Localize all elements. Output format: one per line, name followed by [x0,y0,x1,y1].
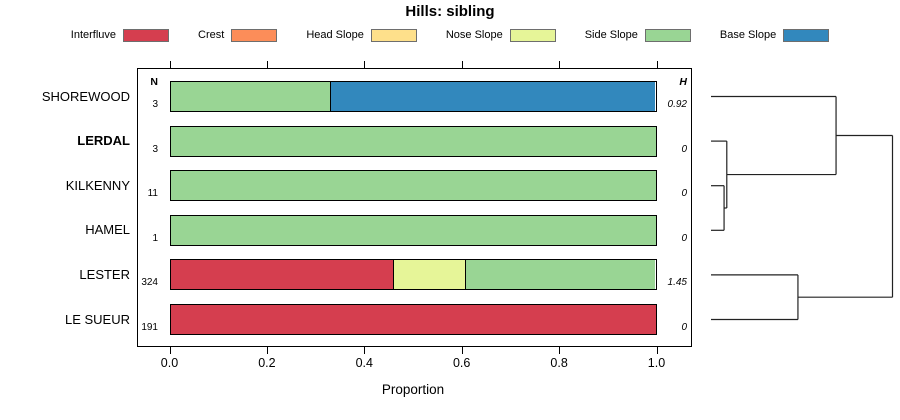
x-axis-top-tick [266,61,268,68]
legend-swatch [231,28,278,42]
h-value: 1.45 [667,277,687,289]
stacked-bar [169,170,657,202]
legend: Interfluve Crest Head Slope Nose Slope Side … [0,25,900,45]
bar-segment-side-slope [170,82,331,111]
stacked-bar [169,81,657,112]
x-axis-top-tick [559,61,561,68]
plot-area [137,68,692,347]
bar-segment-side-slope [170,171,656,201]
chart-title: Hills: sibling [405,3,495,20]
x-axis-tick-label: 0.4 [355,356,373,370]
h-value: 0 [681,232,687,244]
x-axis-tick [656,347,658,354]
x-axis-tick [461,347,463,354]
x-axis-tick-label: 1.0 [647,356,666,370]
bar-segment-interfluve [170,260,394,290]
x-axis-top-tick [461,61,463,68]
legend-swatch [123,28,170,42]
x-axis-label: Proportion [381,382,445,397]
row-label-hamel: HAMEL [85,222,130,238]
bar-segment-side-slope [170,126,656,156]
row-label-lerdal: LERDAL [77,133,130,149]
x-axis-tick-label: 0.8 [550,356,568,370]
legend-label: Head Slope [306,29,364,41]
legend-item-interfluve: Interfluve [70,28,170,42]
legend-label: Nose Slope [445,29,503,41]
x-axis-tick [266,347,268,354]
x-axis-top-tick [364,61,366,68]
row-label-le-sueur: LE SUEUR [64,311,130,327]
n-value: 11 [147,188,158,200]
legend-swatch [644,28,691,42]
n-value: 1 [152,232,158,244]
h-value: 0 [681,143,687,155]
legend-swatch [509,28,556,42]
x-axis-tick-label: 0.0 [160,356,179,370]
x-axis-tick-label: 0.6 [452,356,471,370]
stacked-bar [169,214,657,246]
n-value: 3 [152,143,158,155]
row-label-shorewood: SHOREWOOD [41,88,130,104]
legend-label: Side Slope [584,29,638,41]
bar-segment-interfluve [170,305,656,334]
row-label-kilkenny: KILKENNY [65,177,130,193]
bar-segment-base-slope [330,82,656,111]
x-axis-tick-label: 0.2 [258,356,276,370]
n-value: 191 [141,322,158,333]
h-value: 0 [681,188,687,200]
x-axis-top-tick [656,61,658,68]
legend-item-crest: Crest [198,28,278,42]
legend-swatch [783,28,830,42]
x-axis-tick [169,347,171,354]
n-value: 3 [152,99,158,110]
h-column-header: H [679,76,687,88]
legend-item-base-slope: Base Slope [719,28,830,42]
legend-label: Base Slope [719,29,777,41]
stacked-bar [169,125,657,157]
h-value: 0.92 [667,99,687,110]
row-label-lester: LESTER [79,266,130,282]
h-value: 0 [681,322,687,333]
legend-item-side-slope: Side Slope [584,28,691,42]
bar-segment-nose-slope [393,260,467,290]
bar-segment-side-slope [466,260,656,290]
stacked-bar [169,304,657,335]
legend-swatch [370,28,417,42]
n-value: 324 [141,277,158,289]
x-axis-top-tick [169,61,171,68]
x-axis-tick [364,347,366,354]
n-column-header: N [150,76,158,88]
legend-item-head-slope: Head Slope [306,28,417,42]
legend-label: Crest [198,29,225,41]
x-axis-tick [559,347,561,354]
stacked-bar [169,259,657,291]
legend-item-nose-slope: Nose Slope [445,28,556,42]
legend-label: Interfluve [70,29,117,41]
bar-segment-side-slope [170,215,656,245]
